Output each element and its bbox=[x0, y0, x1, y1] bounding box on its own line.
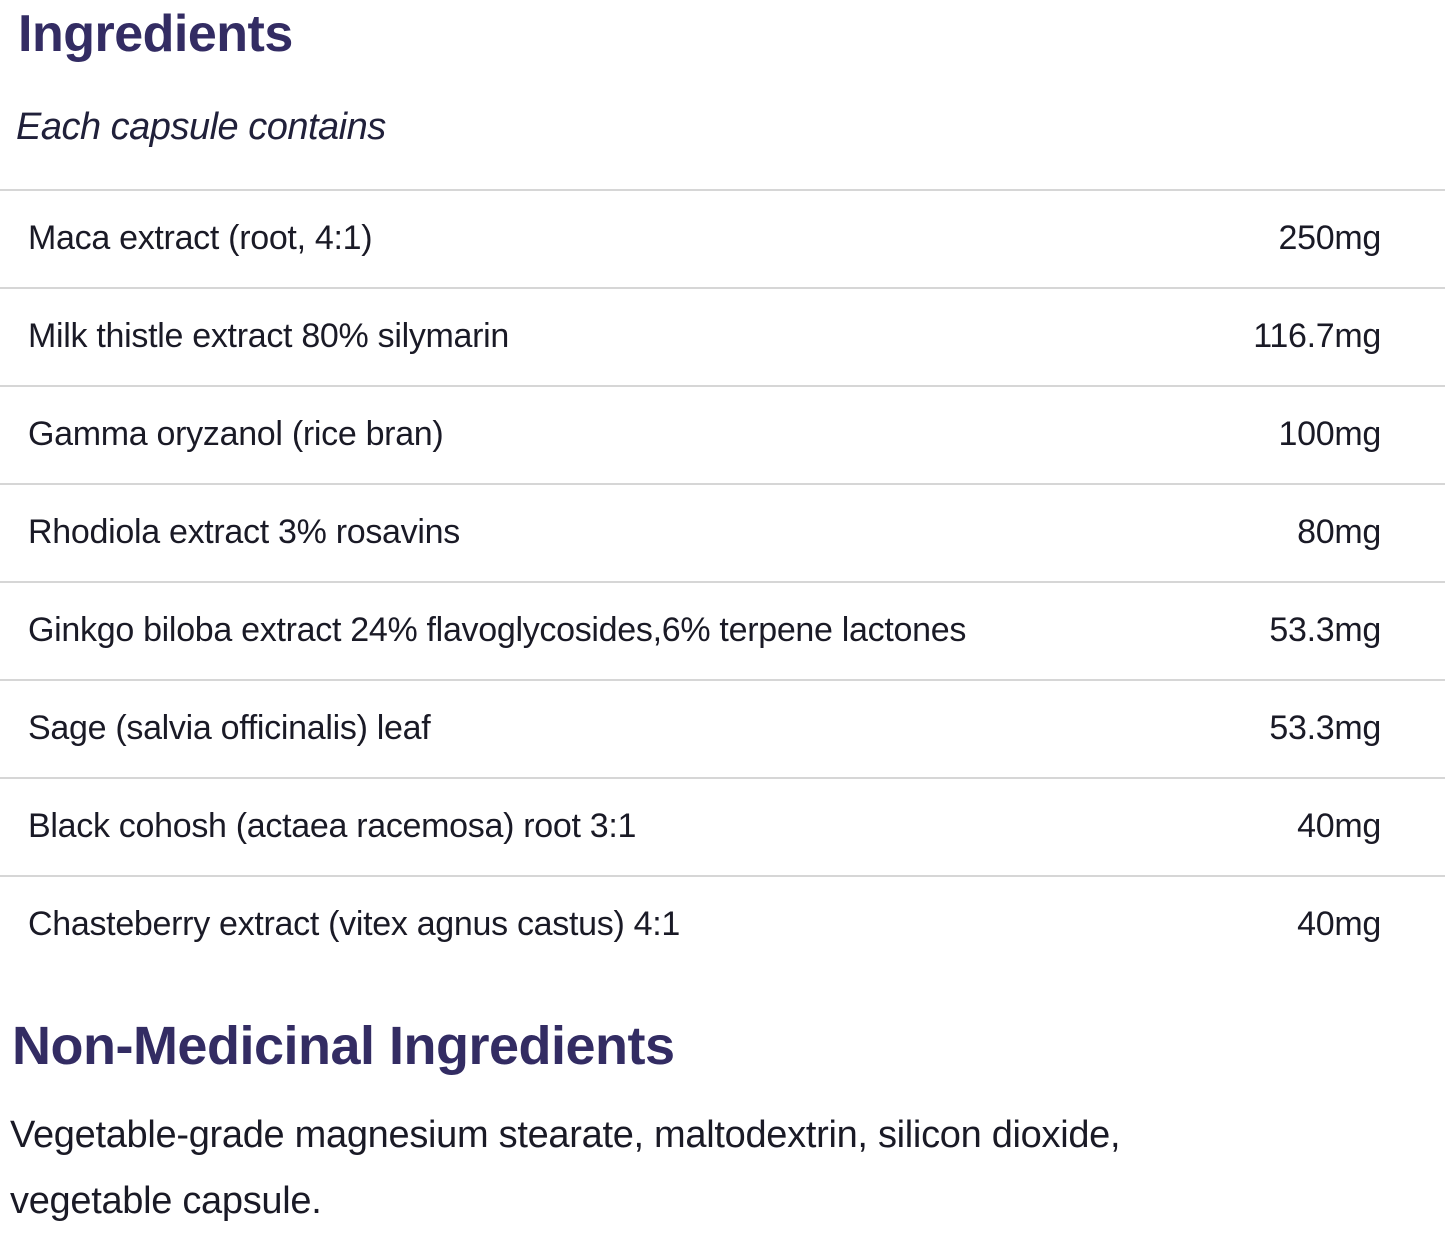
non-medicinal-ingredients-title: Non-Medicinal Ingredients bbox=[12, 1015, 675, 1076]
ingredient-name: Sage (salvia officinalis) leaf bbox=[28, 709, 431, 748]
table-row: Black cohosh (actaea racemosa) root 3:1 … bbox=[0, 776, 1445, 875]
ingredient-amount: 100mg bbox=[1278, 415, 1382, 454]
ingredient-amount: 53.3mg bbox=[1269, 611, 1381, 650]
ingredient-amount: 80mg bbox=[1297, 513, 1381, 552]
each-capsule-contains-subtitle: Each capsule contains bbox=[16, 106, 386, 149]
non-medicinal-ingredients-body: Vegetable-grade magnesium stearate, malt… bbox=[10, 1114, 1121, 1223]
ingredient-name: Ginkgo biloba extract 24% flavoglycoside… bbox=[28, 611, 967, 650]
table-row: Gamma oryzanol (rice bran) 100mg bbox=[0, 384, 1445, 483]
ingredient-name: Chasteberry extract (vitex agnus castus)… bbox=[28, 905, 680, 944]
table-row: Chasteberry extract (vitex agnus castus)… bbox=[0, 874, 1445, 973]
ingredient-amount: 53.3mg bbox=[1269, 709, 1381, 748]
ingredient-name: Maca extract (root, 4:1) bbox=[28, 219, 373, 258]
ingredient-name: Rhodiola extract 3% rosavins bbox=[28, 513, 460, 552]
table-row: Milk thistle extract 80% silymarin 116.7… bbox=[0, 286, 1445, 385]
table-row: Rhodiola extract 3% rosavins 80mg bbox=[0, 482, 1445, 581]
ingredient-name: Gamma oryzanol (rice bran) bbox=[28, 415, 444, 454]
ingredients-panel: Ingredients Each capsule contains Maca e… bbox=[0, 5, 1445, 1237]
table-row: Ginkgo biloba extract 24% flavoglycoside… bbox=[0, 580, 1445, 679]
ingredients-table: Maca extract (root, 4:1) 250mg Milk this… bbox=[0, 188, 1445, 973]
ingredient-name: Black cohosh (actaea racemosa) root 3:1 bbox=[28, 807, 637, 846]
ingredients-title: Ingredients bbox=[18, 5, 293, 63]
ingredient-amount: 40mg bbox=[1297, 807, 1381, 846]
ingredient-name: Milk thistle extract 80% silymarin bbox=[28, 317, 510, 356]
table-row: Sage (salvia officinalis) leaf 53.3mg bbox=[0, 678, 1445, 777]
table-row: Maca extract (root, 4:1) 250mg bbox=[0, 188, 1445, 287]
ingredient-amount: 116.7mg bbox=[1253, 317, 1381, 356]
ingredient-amount: 250mg bbox=[1278, 219, 1382, 258]
ingredient-amount: 40mg bbox=[1297, 905, 1381, 944]
